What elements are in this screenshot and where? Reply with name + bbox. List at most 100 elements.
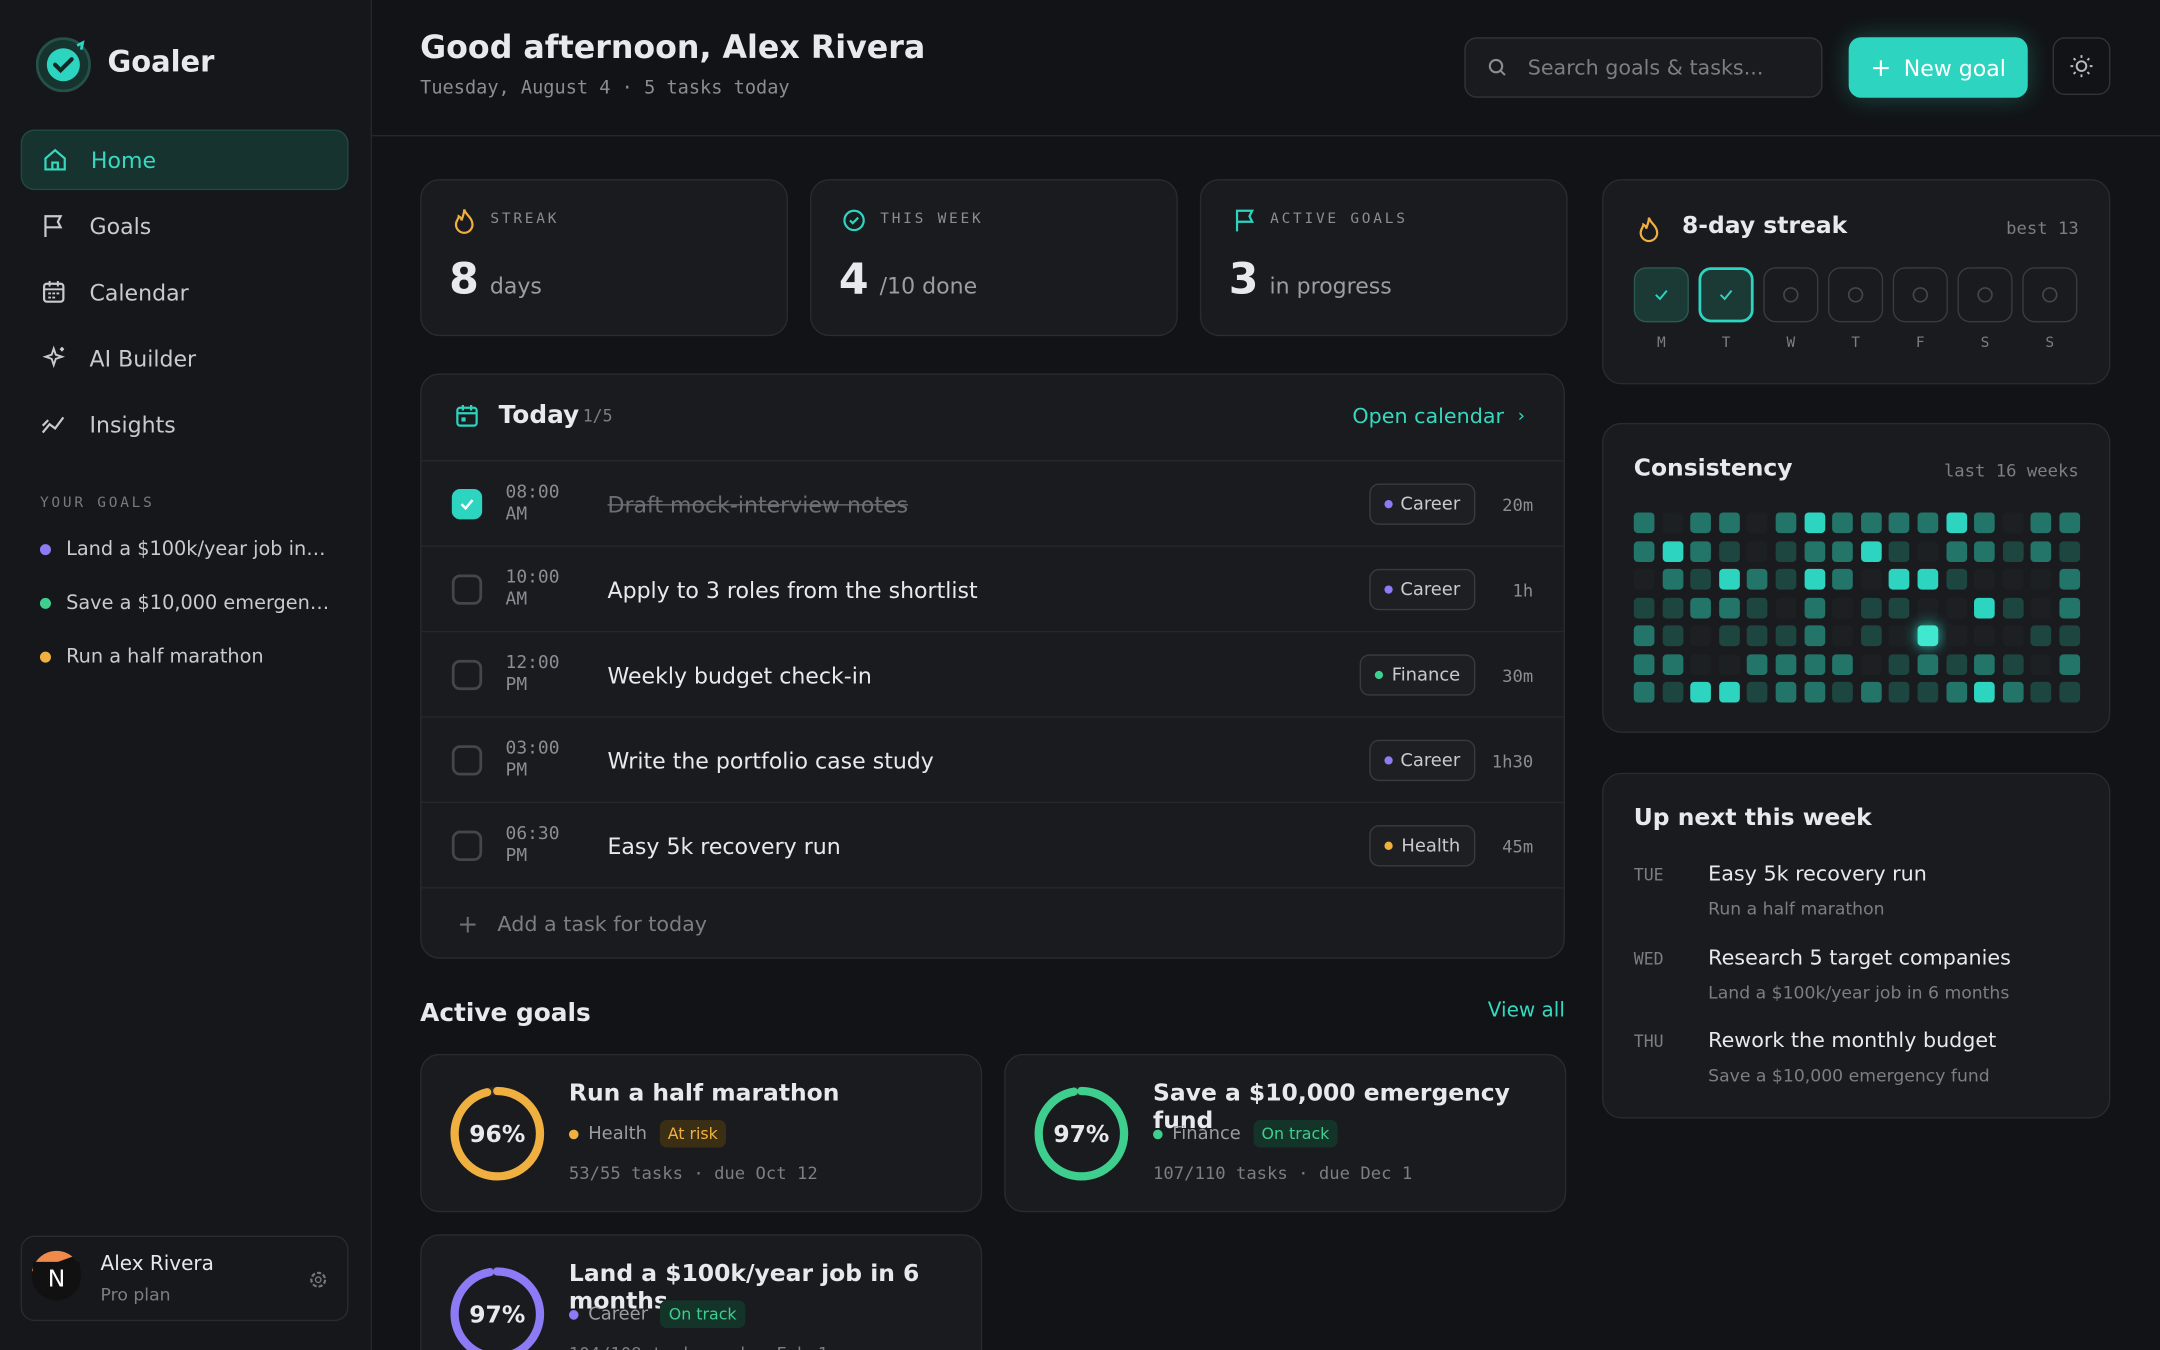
task-duration: 45m — [1502, 835, 1534, 857]
empty-icon — [2042, 287, 2058, 303]
task-row[interactable]: 10:00 AM Apply to 3 roles from the shortl… — [421, 545, 1564, 633]
task-title: Draft mock-interview notes — [607, 491, 909, 518]
goal-status: At risk — [659, 1119, 727, 1148]
goal-link[interactable]: Save a $10,000 emergency fund — [39, 592, 329, 614]
heat-cell — [2031, 512, 2052, 534]
link-label: Open calendar — [1352, 403, 1505, 429]
nav-item[interactable]: Home — [20, 129, 349, 191]
nav-icon — [44, 215, 63, 237]
add-task-label: Add a task for today — [497, 911, 708, 937]
new-goal-button[interactable]: + New goal — [1848, 37, 2028, 98]
nav-item[interactable]: Goals — [21, 196, 349, 257]
goal-title: Run a half marathon — [568, 1080, 840, 1108]
heat-cell — [1945, 653, 1967, 675]
heat-cell — [1662, 653, 1683, 675]
goal-title: Save a $10,000 emergency fund — [1153, 1080, 1510, 1136]
stat-value: 8 — [449, 254, 479, 305]
heat-cell — [2059, 597, 2081, 618]
stat-value: 3 — [1228, 254, 1259, 305]
heat-cell — [1633, 568, 1655, 590]
heat-cell — [1945, 625, 1967, 647]
view-all-link[interactable]: View all — [1487, 1000, 1565, 1023]
heat-cell — [1747, 597, 1768, 618]
nav-label: Home — [90, 146, 157, 173]
heat-cell — [1804, 568, 1825, 590]
open-calendar-link[interactable]: Open calendar › — [1352, 404, 1525, 429]
tag-label: Career — [1400, 750, 1461, 771]
nav-item[interactable]: Insights — [21, 394, 349, 455]
ring-progress — [450, 1267, 545, 1350]
up-next-title: Up next this week — [1633, 804, 1872, 833]
stat-unit: /10 done — [879, 272, 978, 299]
item-goal: Run a half marathon — [1708, 898, 1885, 919]
heat-cell — [2031, 653, 2052, 675]
tag-label: Finance — [1391, 664, 1461, 686]
streak-title: 8-day streak — [1681, 212, 1848, 240]
empty-icon — [1912, 287, 1929, 303]
goal-dot — [1153, 1128, 1163, 1139]
ring-label: 97% — [1053, 1120, 1109, 1148]
goal-card[interactable]: 97% Save a $10,000 emergency fund Finance O… — [1004, 1053, 1567, 1213]
checkbox[interactable] — [451, 574, 483, 605]
task-tag: Career — [1368, 568, 1476, 611]
heat-cell — [1945, 681, 1967, 703]
stat-card: ACTIVE GOALS 3 in progress — [1199, 179, 1568, 337]
nav-item[interactable]: AI Builder — [21, 328, 349, 389]
task-duration: 1h — [1512, 579, 1534, 600]
heat-cell — [1889, 653, 1910, 675]
theme-toggle[interactable] — [2052, 37, 2111, 96]
task-row[interactable]: 03:00 PM Write the portfolio case study Ca… — [421, 716, 1564, 803]
settings-icon[interactable] — [307, 1269, 329, 1291]
add-task-row[interactable]: + Add a task for today — [421, 887, 1564, 960]
progress-ring: 97% — [1034, 1086, 1129, 1181]
heat-cell — [2002, 568, 2024, 590]
chevron: › — [1517, 405, 1525, 427]
sun-icon — [2070, 55, 2093, 78]
goal-card[interactable]: 96% Run a half marathon Health At risk 53/55… — [420, 1053, 983, 1213]
heat-cell — [1718, 540, 1740, 562]
search[interactable]: Search goals & tasks... — [1464, 37, 1823, 98]
goal-card[interactable]: 97% Land a $100k/year job in 6 months Care… — [420, 1234, 983, 1350]
task-row[interactable]: 06:30 PM Easy 5k recovery run Health 45m — [421, 801, 1564, 889]
task-tag: Career — [1368, 483, 1476, 525]
heat-cell — [1690, 625, 1712, 647]
stat-card: THIS WEEK 4/10 done — [809, 179, 1178, 337]
checkbox[interactable] — [451, 745, 483, 776]
task-row[interactable]: 12:00 PM Weekly budget check-in Finance 30m — [421, 630, 1564, 718]
nav-icon — [42, 281, 65, 303]
heat-cell — [1804, 512, 1825, 534]
heat-cell — [2002, 540, 2024, 562]
task-row[interactable]: 08:00 AM Draft mock-interview notes Career… — [421, 460, 1564, 547]
checkbox[interactable] — [451, 830, 483, 861]
day-label: S — [1980, 334, 1990, 352]
streak-day — [1763, 267, 1819, 323]
day-label: M — [1656, 334, 1666, 352]
task-title: Apply to 3 roles from the shortlist — [607, 576, 978, 603]
heat-cell — [1889, 597, 1910, 618]
heat-cell — [1633, 681, 1655, 703]
nav-item[interactable]: Calendar — [21, 262, 349, 323]
checkbox[interactable] — [451, 659, 483, 691]
goal-link[interactable]: Land a $100k/year job in 6 months — [39, 539, 329, 561]
heat-cell — [1747, 625, 1768, 647]
user-name: Alex Rivera — [100, 1253, 214, 1276]
consistency-card: Consistency last 16 weeks — [1602, 422, 2111, 733]
heat-cell — [1974, 625, 1995, 647]
heat-cell — [1662, 540, 1683, 562]
day-label: T — [1721, 334, 1731, 352]
checkbox[interactable] — [451, 489, 483, 520]
heat-cell — [1747, 653, 1768, 675]
user-card[interactable]: N Alex Rivera Pro plan — [20, 1235, 349, 1322]
task-title: Easy 5k recovery run — [607, 832, 841, 859]
item-goal: Land a $100k/year job in 6 months — [1708, 981, 2010, 1003]
goal-link[interactable]: Run a half marathon — [39, 646, 329, 668]
task-time: 06:30 PM — [505, 823, 560, 867]
day: TUE — [1633, 865, 1664, 885]
heat-cell — [1804, 597, 1825, 618]
day: WED — [1633, 948, 1664, 968]
heat-cell — [1775, 597, 1797, 618]
check-icon — [460, 499, 474, 511]
heat-cell — [1690, 540, 1712, 562]
heat-cell — [1662, 625, 1683, 647]
tag-label: Health — [1401, 835, 1461, 857]
